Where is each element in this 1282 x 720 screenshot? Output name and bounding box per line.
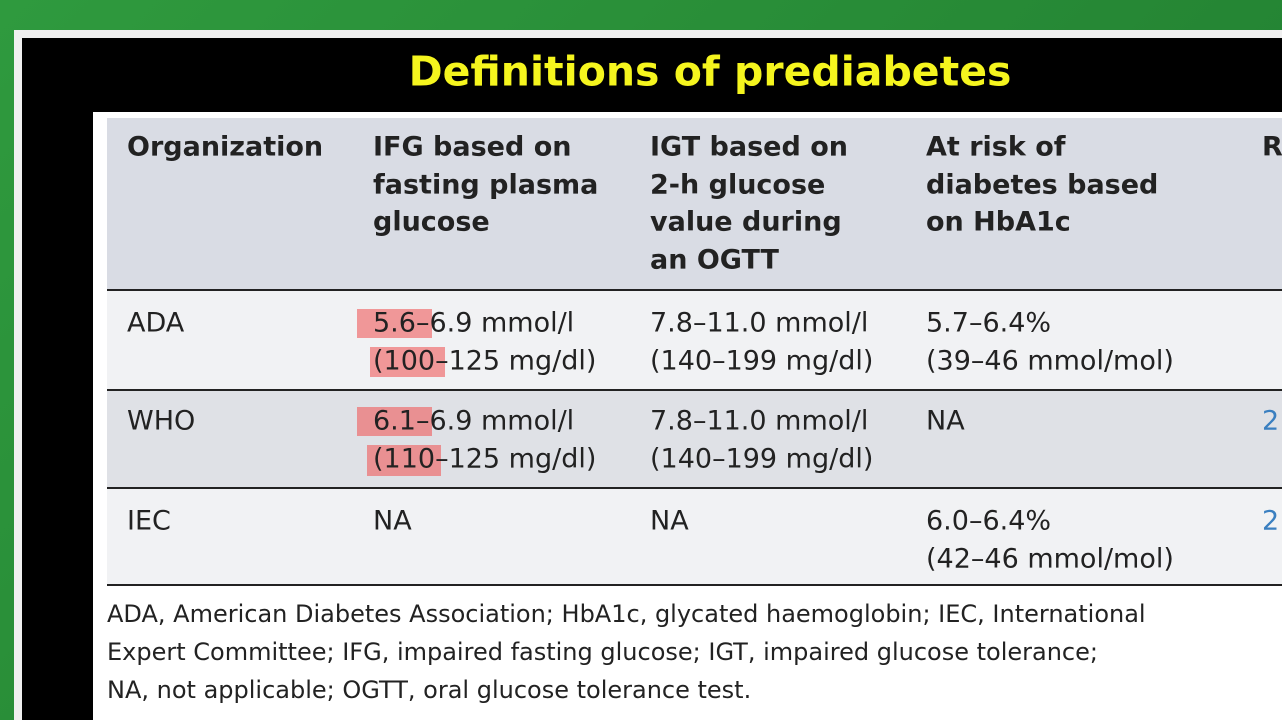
table-cell: (100–125 mg/dl) bbox=[373, 345, 597, 376]
table-cell: 7.8–11.0 mmol/l bbox=[650, 307, 869, 339]
table-cell: 5.7–6.4% bbox=[926, 307, 1052, 339]
footnote: ADA, American Diabetes Association; HbA1… bbox=[107, 600, 1146, 628]
header-cell: value during bbox=[650, 206, 842, 238]
header-cell: IFG based on bbox=[373, 131, 572, 163]
table-cell: NA bbox=[373, 505, 412, 537]
table-cell: NA bbox=[650, 505, 689, 537]
highlight bbox=[357, 309, 432, 338]
table-cell: 2 bbox=[1262, 405, 1280, 437]
highlight bbox=[367, 445, 441, 476]
header-cell: Organization bbox=[127, 131, 324, 163]
table-cell: IEC bbox=[127, 505, 171, 537]
rule bbox=[107, 487, 1282, 489]
table-cell: 7.8–11.0 mmol/l bbox=[650, 405, 869, 437]
header-cell: diabetes based bbox=[926, 169, 1159, 200]
row-band bbox=[107, 290, 1282, 390]
footnote: NA, not applicable; OGTT, oral glucose t… bbox=[107, 676, 752, 704]
table-cell: 6.1–6.9 mmol/l bbox=[373, 405, 575, 437]
table-cell: NA bbox=[926, 405, 965, 437]
header-cell: R bbox=[1262, 131, 1282, 163]
header-cell: an OGTT bbox=[650, 244, 779, 275]
table-cell: WHO bbox=[127, 405, 196, 437]
rule bbox=[107, 389, 1282, 391]
slide-title: Definitions of prediabetes bbox=[408, 47, 1012, 96]
rule bbox=[107, 584, 1282, 586]
header-cell: on HbA1c bbox=[926, 206, 1071, 238]
header-band bbox=[107, 118, 1282, 290]
header-cell: IGT based on bbox=[650, 131, 848, 163]
row-band bbox=[107, 488, 1282, 585]
highlight bbox=[357, 407, 432, 436]
rule bbox=[107, 289, 1282, 291]
highlight bbox=[370, 347, 445, 377]
header-cell: glucose bbox=[373, 206, 490, 238]
footnote: Expert Committee; IFG, impaired fasting … bbox=[107, 638, 1098, 666]
table-cell: (110–125 mg/dl) bbox=[373, 443, 597, 474]
table-cell: (140–199 mg/dl) bbox=[650, 443, 874, 474]
table-cell: (39–46 mmol/mol) bbox=[926, 345, 1174, 376]
table-cell: ADA bbox=[127, 307, 185, 339]
table-cell: 5.6–6.9 mmol/l bbox=[373, 307, 575, 339]
header-cell: 2-h glucose bbox=[650, 169, 826, 200]
row-band bbox=[107, 390, 1282, 488]
table-cell: 2 bbox=[1262, 505, 1280, 537]
table-cell: (140–199 mg/dl) bbox=[650, 345, 874, 376]
table-cell: (42–46 mmol/mol) bbox=[926, 543, 1174, 574]
table-cell: 6.0–6.4% bbox=[926, 505, 1052, 537]
header-cell: fasting plasma bbox=[373, 169, 599, 200]
header-cell: At risk of bbox=[926, 131, 1066, 163]
